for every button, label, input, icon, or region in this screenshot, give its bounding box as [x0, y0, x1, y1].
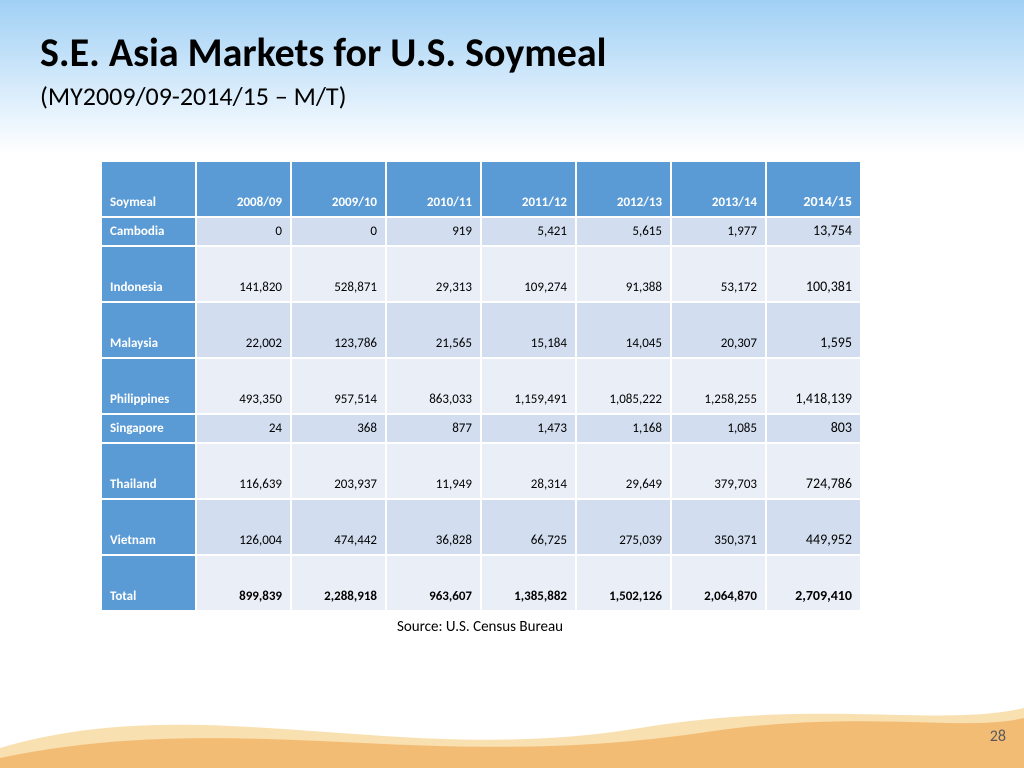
cell: 474,442 [291, 499, 386, 555]
table-row: Malaysia22,002123,78621,56515,18414,0452… [101, 302, 861, 358]
header-col: 2010/11 [386, 161, 481, 217]
cell: 0 [291, 217, 386, 246]
cell: 957,514 [291, 358, 386, 414]
cell: 350,371 [671, 499, 766, 555]
row-label: Cambodia [101, 217, 196, 246]
table-row: Singapore243688771,4731,1681,085803 [101, 414, 861, 443]
source-caption: Source: U.S. Census Bureau [100, 618, 860, 636]
cell: 28,314 [481, 443, 576, 499]
cell: 13,754 [766, 217, 861, 246]
cell: 203,937 [291, 443, 386, 499]
cell: 123,786 [291, 302, 386, 358]
cell: 5,615 [576, 217, 671, 246]
cell: 24 [196, 414, 291, 443]
cell: 1,085 [671, 414, 766, 443]
row-label: Malaysia [101, 302, 196, 358]
table-row: Philippines493,350957,514863,0331,159,49… [101, 358, 861, 414]
table-row: Vietnam126,004474,44236,82866,725275,039… [101, 499, 861, 555]
cell: 29,649 [576, 443, 671, 499]
cell: 863,033 [386, 358, 481, 414]
cell: 11,949 [386, 443, 481, 499]
table-row: Cambodia009195,4215,6151,97713,754 [101, 217, 861, 246]
row-label: Vietnam [101, 499, 196, 555]
cell: 1,385,882 [481, 555, 576, 611]
table-container: Soymeal 2008/09 2009/10 2010/11 2011/12 … [100, 160, 860, 636]
cell: 1,418,139 [766, 358, 861, 414]
cell: 803 [766, 414, 861, 443]
cell: 2,709,410 [766, 555, 861, 611]
slide-subtitle: (MY2009/09-2014/15 – M/T) [40, 80, 347, 112]
row-label: Philippines [101, 358, 196, 414]
cell: 29,313 [386, 246, 481, 302]
cell: 2,288,918 [291, 555, 386, 611]
table-row-total: Total899,8392,288,918963,6071,385,8821,5… [101, 555, 861, 611]
header-col: 2011/12 [481, 161, 576, 217]
header-col: 2009/10 [291, 161, 386, 217]
cell: 15,184 [481, 302, 576, 358]
cell: 493,350 [196, 358, 291, 414]
header-corner: Soymeal [101, 161, 196, 217]
cell: 275,039 [576, 499, 671, 555]
table-header-row: Soymeal 2008/09 2009/10 2010/11 2011/12 … [101, 161, 861, 217]
cell: 899,839 [196, 555, 291, 611]
cell: 379,703 [671, 443, 766, 499]
row-label: Total [101, 555, 196, 611]
cell: 22,002 [196, 302, 291, 358]
cell: 1,085,222 [576, 358, 671, 414]
cell: 724,786 [766, 443, 861, 499]
cell: 14,045 [576, 302, 671, 358]
cell: 5,421 [481, 217, 576, 246]
table-row: Thailand116,639203,93711,94928,31429,649… [101, 443, 861, 499]
slide-title: S.E. Asia Markets for U.S. Soymeal [40, 28, 607, 77]
header-col: 2014/15 [766, 161, 861, 217]
cell: 1,595 [766, 302, 861, 358]
cell: 1,168 [576, 414, 671, 443]
cell: 919 [386, 217, 481, 246]
row-label: Indonesia [101, 246, 196, 302]
header-col: 2012/13 [576, 161, 671, 217]
cell: 449,952 [766, 499, 861, 555]
cell: 20,307 [671, 302, 766, 358]
cell: 1,977 [671, 217, 766, 246]
cell: 963,607 [386, 555, 481, 611]
slide: S.E. Asia Markets for U.S. Soymeal (MY20… [0, 0, 1024, 768]
cell: 2,064,870 [671, 555, 766, 611]
cell: 877 [386, 414, 481, 443]
cell: 116,639 [196, 443, 291, 499]
header-col: 2013/14 [671, 161, 766, 217]
cell: 1,502,126 [576, 555, 671, 611]
row-label: Singapore [101, 414, 196, 443]
cell: 141,820 [196, 246, 291, 302]
page-number: 28 [990, 727, 1006, 746]
decorative-wave [0, 678, 1024, 768]
cell: 126,004 [196, 499, 291, 555]
cell: 36,828 [386, 499, 481, 555]
cell: 100,381 [766, 246, 861, 302]
cell: 53,172 [671, 246, 766, 302]
cell: 66,725 [481, 499, 576, 555]
cell: 1,159,491 [481, 358, 576, 414]
header-col: 2008/09 [196, 161, 291, 217]
cell: 0 [196, 217, 291, 246]
soymeal-table: Soymeal 2008/09 2009/10 2010/11 2011/12 … [100, 160, 862, 612]
cell: 21,565 [386, 302, 481, 358]
row-label: Thailand [101, 443, 196, 499]
cell: 91,388 [576, 246, 671, 302]
cell: 368 [291, 414, 386, 443]
table-row: Indonesia141,820528,87129,313109,27491,3… [101, 246, 861, 302]
cell: 109,274 [481, 246, 576, 302]
cell: 1,258,255 [671, 358, 766, 414]
cell: 528,871 [291, 246, 386, 302]
cell: 1,473 [481, 414, 576, 443]
